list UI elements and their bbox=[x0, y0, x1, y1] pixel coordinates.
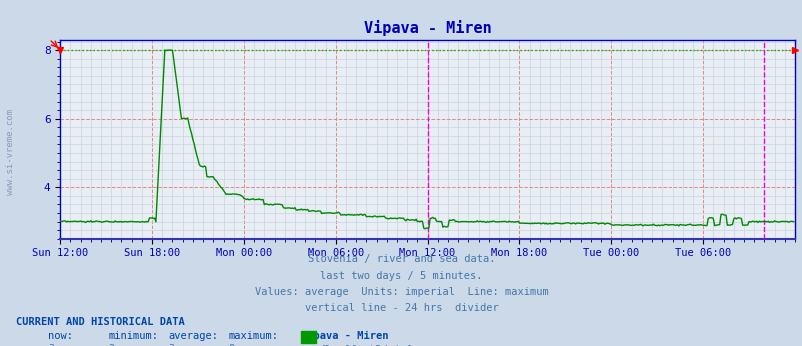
Text: CURRENT AND HISTORICAL DATA: CURRENT AND HISTORICAL DATA bbox=[16, 317, 184, 327]
Text: 3: 3 bbox=[108, 344, 115, 346]
Text: Values: average  Units: imperial  Line: maximum: Values: average Units: imperial Line: ma… bbox=[254, 287, 548, 297]
Text: 3: 3 bbox=[168, 344, 175, 346]
Text: last two days / 5 minutes.: last two days / 5 minutes. bbox=[320, 271, 482, 281]
Text: Slovenia / river and sea data.: Slovenia / river and sea data. bbox=[307, 254, 495, 264]
Text: 8: 8 bbox=[229, 344, 235, 346]
Text: Vipava - Miren: Vipava - Miren bbox=[301, 331, 388, 342]
Text: flow[foot3/min]: flow[foot3/min] bbox=[318, 344, 412, 346]
Text: minimum:: minimum: bbox=[108, 331, 158, 342]
Text: now:: now: bbox=[48, 331, 73, 342]
Title: Vipava - Miren: Vipava - Miren bbox=[363, 20, 491, 36]
Text: 3: 3 bbox=[48, 344, 55, 346]
Text: maximum:: maximum: bbox=[229, 331, 278, 342]
Text: www.si-vreme.com: www.si-vreme.com bbox=[6, 109, 15, 195]
Text: vertical line - 24 hrs  divider: vertical line - 24 hrs divider bbox=[304, 303, 498, 313]
Text: average:: average: bbox=[168, 331, 218, 342]
